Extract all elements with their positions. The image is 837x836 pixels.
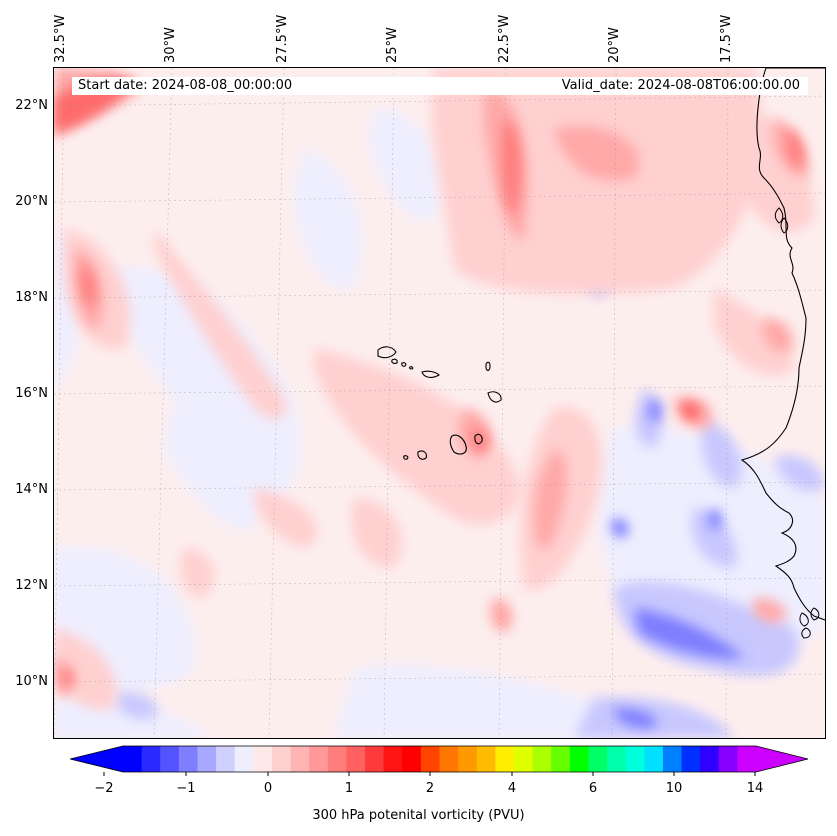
coastal-islands (774, 207, 820, 639)
colorbar-segment (458, 746, 478, 772)
longitude-label: 20°W (607, 27, 622, 63)
colorbar-segment (700, 746, 720, 772)
colorbar-tick-label: 4 (507, 781, 517, 796)
colorbar-segment (383, 746, 403, 772)
colorbar-segment (607, 746, 627, 772)
longitude-label: 32.5°W (53, 14, 68, 63)
colorbar-label: 300 hPa potenital vorticity (PVU) (312, 808, 525, 823)
cape-verde-islands (377, 346, 502, 460)
colorbar-segment (253, 746, 273, 772)
colorbar-segment (532, 746, 552, 772)
longitude-label: 25°W (385, 27, 400, 63)
valid-date-label: Valid_date: 2024-08-08T06:00:00.00 (561, 78, 800, 93)
colorbar-tick-label: 14 (746, 781, 764, 796)
longitude-label: 22.5°W (497, 14, 512, 63)
colorbar-segment (346, 746, 366, 772)
start-date-label: Start date: 2024-08-08_00:00:00 (78, 78, 293, 93)
colorbar (70, 745, 809, 776)
colorbar-segment (178, 746, 198, 772)
colorbar-segment (681, 746, 701, 772)
colorbar-segment (476, 746, 496, 772)
colorbar-segment (662, 746, 683, 772)
colorbar-segment (123, 746, 143, 772)
longitude-label: 30°W (163, 27, 178, 63)
colorbar-segment (439, 746, 459, 772)
info-bar: Start date: 2024-08-08_00:00:00 Valid_da… (72, 77, 808, 95)
colorbar-segment (234, 746, 254, 772)
colorbar-segment (495, 746, 515, 772)
longitude-label: 27.5°W (275, 14, 290, 63)
colorbar-tick-label: 1 (344, 781, 354, 796)
latitude-label: 14°N (15, 482, 48, 497)
colorbar-tick-label: −2 (94, 781, 114, 796)
colorbar-tick-label: 10 (665, 781, 683, 796)
colorbar-segment (290, 746, 310, 772)
colorbar-segment (365, 746, 385, 772)
colorbar-segment (327, 746, 347, 772)
colorbar-segment (551, 746, 571, 772)
latitude-label: 10°N (15, 674, 48, 689)
colorbar-segment (644, 746, 664, 772)
colorbar-segment (197, 746, 217, 772)
africa-coastline (740, 68, 825, 621)
colorbar-tick-label: 6 (588, 781, 598, 796)
colorbar-segment (737, 746, 757, 772)
latitude-label: 16°N (15, 386, 48, 401)
longitude-label: 17.5°W (719, 14, 734, 63)
colorbar-segment (513, 746, 534, 772)
gridlines (54, 68, 825, 738)
colorbar-segment (625, 746, 645, 772)
colorbar-extend-min (70, 746, 123, 772)
colorbar-segment (309, 746, 329, 772)
strong-negative-pv (611, 398, 744, 729)
colorbar-segment (271, 746, 292, 772)
colorbar-tick-label: 0 (263, 781, 273, 796)
colorbar-segment (420, 746, 440, 772)
latitude-label: 20°N (15, 194, 48, 209)
latitude-label: 22°N (15, 98, 48, 113)
colorbar-segment (718, 746, 738, 772)
colorbar-segment (588, 746, 608, 772)
colorbar-extend-max (756, 746, 808, 772)
moderate-negative-pv (114, 268, 825, 738)
colorbar-tick-label: 2 (425, 781, 435, 796)
colorbar-segment (402, 746, 422, 772)
colorbar-segment (160, 746, 180, 772)
colorbar-segment (216, 746, 236, 772)
colorbar-segment (141, 746, 161, 772)
map-panel (53, 67, 826, 739)
colorbar-segment (569, 746, 589, 772)
latitude-label: 18°N (15, 290, 48, 305)
pv-map (54, 68, 825, 738)
latitude-label: 12°N (15, 578, 48, 593)
colorbar-tick-label: −1 (176, 781, 196, 796)
